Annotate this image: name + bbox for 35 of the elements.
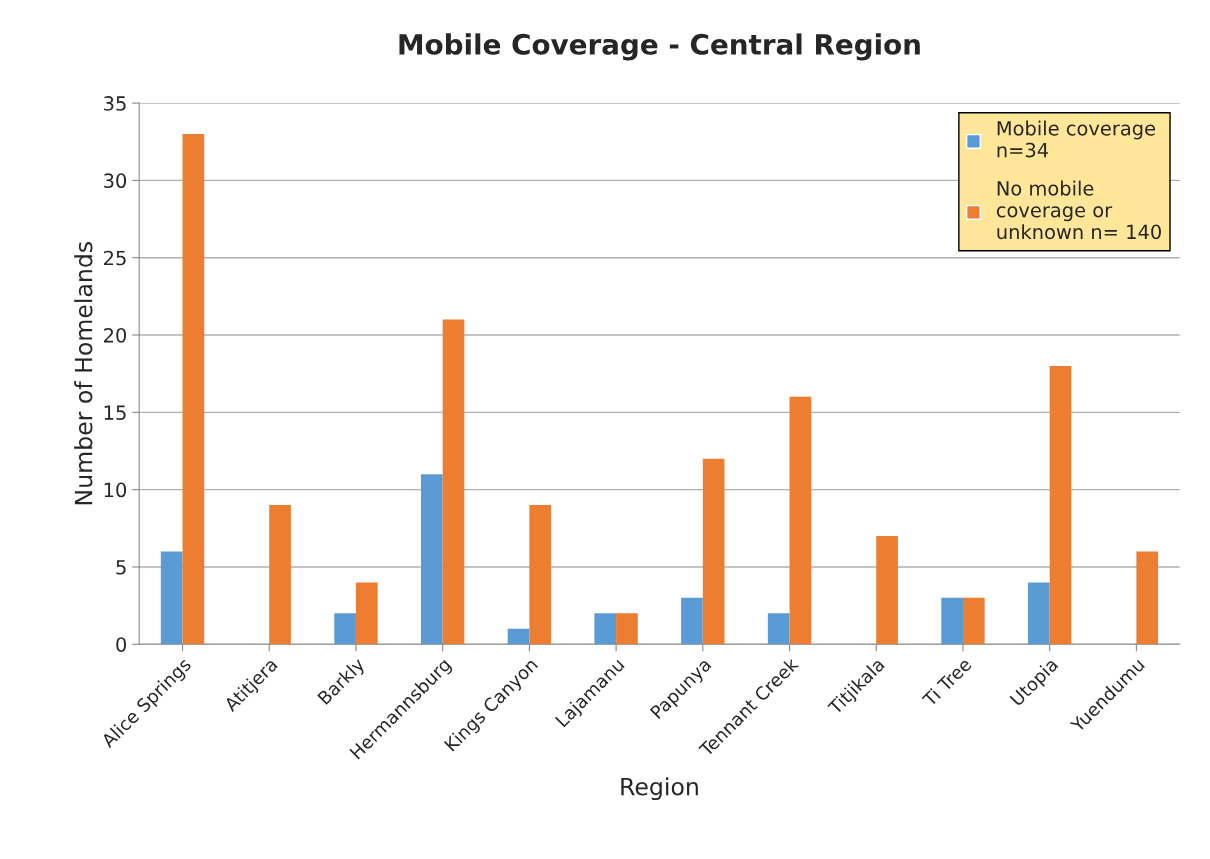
y-tick-label: 25 (104, 250, 126, 266)
bar (616, 613, 638, 645)
bar (507, 628, 530, 645)
x-axis-title: Region (621, 777, 698, 801)
bar (789, 396, 812, 645)
bar (767, 613, 790, 645)
y-tick-label: 35 (104, 96, 126, 111)
bar (182, 134, 205, 645)
legend-label: Mobile coverage n=34 (997, 120, 1156, 158)
bar (681, 597, 703, 645)
bar (1028, 582, 1050, 645)
y-tick-label: 5 (116, 560, 126, 575)
bar (1136, 551, 1159, 645)
bar (1049, 365, 1072, 645)
bar (420, 474, 443, 645)
bar (529, 505, 552, 645)
bar (702, 458, 725, 645)
bar (594, 613, 617, 645)
bar (355, 582, 378, 645)
bar (962, 597, 985, 645)
legend-label: No mobile coverage or unknown n= 140 (996, 180, 1161, 240)
y-tick-label: 20 (104, 327, 127, 343)
bar (876, 536, 898, 645)
y-tick-label: 15 (104, 405, 126, 420)
bar (269, 505, 291, 645)
bar (442, 319, 465, 645)
chart-title: Mobile Coverage - Central Region (399, 33, 920, 61)
bar (334, 613, 356, 645)
bar (160, 551, 183, 645)
y-tick-label: 0 (116, 637, 127, 652)
y-tick-label: 10 (104, 482, 127, 498)
bar (941, 597, 963, 645)
y-axis-title: Number of Homelands (74, 242, 93, 505)
y-tick-label: 30 (104, 173, 127, 189)
x-tick-label: Ti Tree (921, 656, 973, 708)
